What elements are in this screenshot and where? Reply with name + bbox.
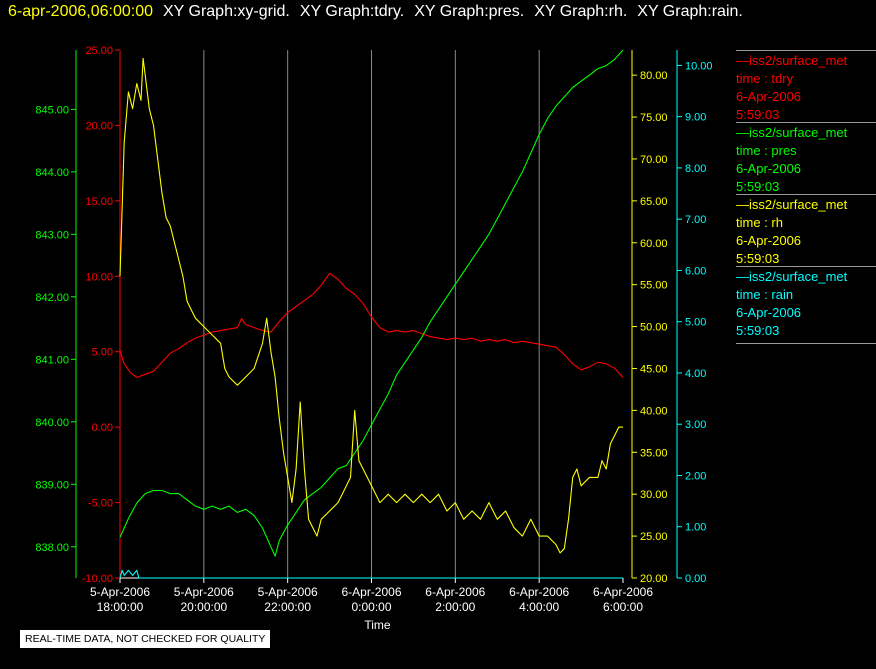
y-tick-label-rh: 25.00: [640, 531, 668, 543]
legend-date: 6-Apr-2006: [736, 233, 802, 248]
legend-entry-rh[interactable]: —iss2/surface_met time : rh 6-Apr-2006 5…: [736, 194, 876, 268]
x-tick-label-date: 6-Apr-2006: [425, 585, 485, 599]
y-tick-label-rain: 3.00: [685, 419, 706, 431]
y-tick-label-pres: 841.00: [35, 354, 69, 366]
graph-title-2: XY Graph:tdry.: [299, 3, 405, 20]
y-tick-label-pres: 840.00: [35, 417, 69, 429]
series-line-rain: [119, 569, 623, 579]
x-tick-label-time: 4:00:00: [519, 600, 559, 614]
y-tick-label-pres: 842.00: [35, 292, 69, 304]
x-tick-label-time: 0:00:00: [351, 600, 391, 614]
y-tick-label-pres: 845.00: [35, 104, 69, 116]
y-tick-label-tdry: 25.00: [85, 45, 113, 57]
y-tick-label-tdry: 15.00: [85, 196, 113, 208]
legend-time: 5:59:03: [736, 179, 780, 194]
y-tick-label-pres: 844.00: [35, 167, 69, 179]
graph-title-1: XY Graph:xy-grid.: [163, 3, 290, 20]
series-line-rh: [119, 57, 623, 554]
x-tick-label-time: 2:00:00: [435, 600, 475, 614]
legend-separator: [736, 122, 876, 123]
y-tick-label-rh: 65.00: [640, 196, 668, 208]
legend-separator: [736, 50, 876, 51]
legend-separator: [736, 343, 876, 344]
y-tick-label-rain: 2.00: [685, 470, 706, 482]
graph-title-4: XY Graph:rh.: [534, 3, 628, 20]
y-tick-label-rain: 5.00: [685, 317, 706, 329]
legend-separator: [736, 266, 876, 267]
y-tick-label-rain: 7.00: [685, 214, 706, 226]
x-tick-label-date: 6-Apr-2006: [593, 585, 653, 599]
y-tick-label-pres: 839.00: [35, 479, 69, 491]
x-tick-label-time: 18:00:00: [97, 600, 144, 614]
graph-title-3: XY Graph:pres.: [414, 3, 525, 20]
x-tick-label-date: 6-Apr-2006: [341, 585, 401, 599]
y-tick-label-rh: 30.00: [640, 489, 668, 501]
x-tick-label-date: 6-Apr-2006: [509, 585, 569, 599]
x-tick-label-date: 5-Apr-2006: [90, 585, 150, 599]
y-tick-label-tdry: 20.00: [85, 120, 113, 132]
legend-time: 5:59:03: [736, 251, 780, 266]
series-line-pres: [119, 49, 624, 557]
y-tick-label-rain: 9.00: [685, 112, 706, 124]
x-tick-label-date: 5-Apr-2006: [174, 585, 234, 599]
y-tick-label-rain: 1.00: [685, 522, 706, 534]
y-tick-label-pres: 838.00: [35, 542, 69, 554]
legend-variable: time : tdry: [736, 71, 794, 86]
current-time-label: 6-apr-2006,06:00:00: [8, 3, 153, 20]
legend-entry-pres[interactable]: —iss2/surface_met time : pres 6-Apr-2006…: [736, 122, 876, 196]
y-tick-label-rain: 0.00: [685, 573, 706, 585]
y-tick-label-rh: 80.00: [640, 70, 668, 82]
y-tick-label-rain: 4.00: [685, 368, 706, 380]
y-tick-label-rh: 75.00: [640, 112, 668, 124]
legend-date: 6-Apr-2006: [736, 89, 802, 104]
y-tick-label-rain: 8.00: [685, 163, 706, 175]
y-tick-label-rh: 45.00: [640, 363, 668, 375]
x-tick-label-date: 5-Apr-2006: [258, 585, 318, 599]
legend-variable: time : rh: [736, 215, 783, 230]
y-tick-label-rain: 10.00: [685, 60, 713, 72]
legend-separator: [736, 194, 876, 195]
legend-entry-tdry[interactable]: —iss2/surface_met time : tdry 6-Apr-2006…: [736, 50, 876, 124]
x-tick-label-time: 20:00:00: [180, 600, 227, 614]
y-tick-label-tdry: 10.00: [85, 271, 113, 283]
y-tick-label-rh: 55.00: [640, 280, 668, 292]
legend-date: 6-Apr-2006: [736, 305, 802, 320]
legend-variable: time : pres: [736, 143, 797, 158]
x-tick-label-time: 22:00:00: [264, 600, 311, 614]
y-tick-label-rh: 60.00: [640, 238, 668, 250]
graph-title-5: XY Graph:rain.: [637, 3, 743, 20]
legend-source: —iss2/surface_met: [736, 269, 848, 284]
legend-source: —iss2/surface_met: [736, 197, 848, 212]
legend-source: —iss2/surface_met: [736, 125, 848, 140]
y-tick-label-rain: 6.00: [685, 265, 706, 277]
x-axis-label: Time: [364, 618, 391, 632]
series-line-tdry: [119, 272, 624, 378]
y-tick-label-rh: 40.00: [640, 405, 668, 417]
y-tick-label-rh: 35.00: [640, 447, 668, 459]
y-tick-label-rh: 70.00: [640, 154, 668, 166]
y-tick-label-tdry: -10.00: [82, 573, 113, 585]
legend-source: —iss2/surface_met: [736, 53, 848, 68]
legend-time: 5:59:03: [736, 107, 780, 122]
quality-warning-note: REAL-TIME DATA, NOT CHECKED FOR QUALITY: [20, 630, 271, 648]
y-tick-label-tdry: 5.00: [92, 347, 113, 359]
y-tick-label-tdry: 0.00: [92, 422, 113, 434]
y-tick-label-pres: 843.00: [35, 229, 69, 241]
legend-variable: time : rain: [736, 287, 794, 302]
y-tick-label-rh: 50.00: [640, 322, 668, 334]
graph-title-bar: 6-apr-2006,06:00:00 XY Graph:xy-grid. XY G…: [8, 3, 743, 21]
y-tick-label-rh: 20.00: [640, 573, 668, 585]
legend-date: 6-Apr-2006: [736, 161, 802, 176]
x-tick-label-time: 6:00:00: [603, 600, 643, 614]
y-tick-label-tdry: -5.00: [88, 498, 113, 510]
legend-time: 5:59:03: [736, 323, 780, 338]
legend-entry-rain[interactable]: —iss2/surface_met time : rain 6-Apr-2006…: [736, 266, 876, 345]
